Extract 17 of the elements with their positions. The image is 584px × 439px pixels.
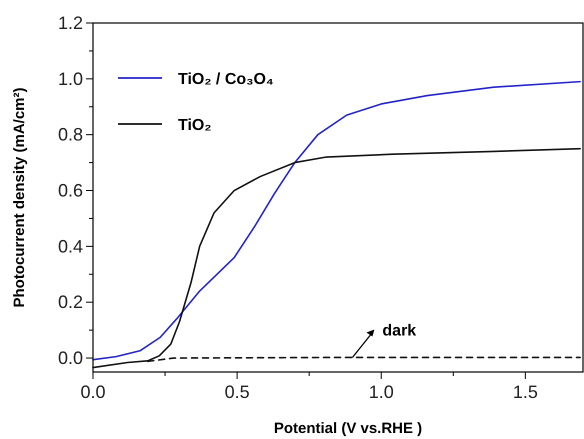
- line-series: [92, 148, 581, 368]
- x-tick-label: 1.5: [512, 382, 538, 402]
- y-tick-label: 0.2: [58, 292, 83, 312]
- x-tick-label: 0.0: [80, 382, 106, 402]
- annotation: dark: [382, 322, 416, 340]
- x-tick-label: 1.0: [368, 382, 394, 402]
- legend-label: TiO₂ / Co₃O₄: [178, 71, 274, 88]
- y-tick-label: 0.0: [58, 348, 83, 368]
- x-tick-label: 0.5: [224, 382, 250, 402]
- y-tick-label: 0.8: [58, 124, 83, 145]
- y-tick-label: 1.2: [58, 13, 83, 33]
- y-tick-label: 0.4: [58, 236, 83, 256]
- y-tick-label: 0.6: [58, 180, 83, 201]
- y-axis-title: Photocurrent density (mA/cm²): [11, 87, 28, 308]
- y-tick-label: 1.0: [58, 68, 83, 89]
- legend-label: TiO₂: [178, 117, 212, 134]
- x-axis-title: Potential (V vs.RHE ): [274, 420, 422, 437]
